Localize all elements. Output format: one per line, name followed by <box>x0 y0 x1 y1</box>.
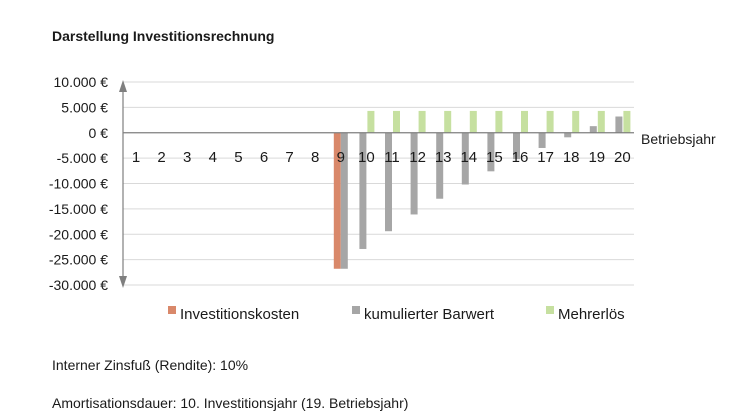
bar-mehrerloes <box>469 110 477 133</box>
bar-kumulierter-barwert <box>340 132 348 269</box>
bar-kumulierter-barwert <box>410 132 418 215</box>
bar-mehrerloes <box>572 110 580 133</box>
x-tick-label: 6 <box>260 149 268 166</box>
bar-mehrerloes <box>623 110 631 133</box>
bar-kumulierter-barwert <box>487 132 495 172</box>
legend-label: Investitionskosten <box>180 306 299 323</box>
legend-swatch <box>168 306 176 314</box>
bar-kumulierter-barwert <box>615 116 623 133</box>
bar-mehrerloes <box>521 110 528 133</box>
x-tick-label: 15 <box>486 149 503 166</box>
legend-layer: Investitionskosten kumulierter Barwert Meh… <box>168 306 625 323</box>
x-tick-label: 2 <box>157 149 165 166</box>
bar-investitionskosten <box>333 132 341 269</box>
x-tick-label: 14 <box>460 149 477 166</box>
bar-mehrerloes <box>418 110 426 133</box>
bar-kumulierter-barwert <box>461 132 469 185</box>
x-tick-label: 5 <box>234 149 242 166</box>
legend-kumulierter-barwert: kumulierter Barwert <box>352 306 495 323</box>
x-axis-title: Betriebsjahr <box>641 131 716 147</box>
x-tick-label: 1 <box>132 149 140 166</box>
bar-kumulierter-barwert <box>513 132 520 160</box>
irr-info: Interner Zinsfuß (Rendite): 10% <box>52 357 249 373</box>
y-tick-label: 0 € <box>89 125 109 141</box>
x-tick-label: 17 <box>537 149 554 166</box>
y-tick-label: -5.000 € <box>57 150 109 166</box>
legend-label: kumulierter Barwert <box>364 306 495 323</box>
bar-mehrerloes <box>546 110 554 133</box>
x-tick-label: 7 <box>285 149 293 166</box>
x-tick-label: 3 <box>183 149 191 166</box>
bar-kumulierter-barwert <box>359 132 367 249</box>
legend-label: Mehrerlös <box>558 306 625 323</box>
grid-layer <box>123 81 634 286</box>
bar-mehrerloes <box>367 110 375 133</box>
bar-mehrerloes <box>597 110 605 133</box>
bars-layer <box>333 110 631 269</box>
x-tick-label: 12 <box>409 149 426 166</box>
x-tick-label: 4 <box>209 149 217 166</box>
x-tick-label: 9 <box>337 149 345 166</box>
y-tick-label: 10.000 € <box>54 74 109 90</box>
investment-bar-chart: 10.000 € 5.000 € 0 € -5.000 € -10.000 € -15.0… <box>49 74 716 323</box>
legend-mehrerloes: Mehrerlös <box>546 306 625 323</box>
y-tick-label: -20.000 € <box>49 226 108 242</box>
x-tick-label: 19 <box>588 149 605 166</box>
x-tick-label: 8 <box>311 149 319 166</box>
payback-info: Amortisationsdauer: 10. Investitionsjahr… <box>52 395 409 411</box>
bar-kumulierter-barwert <box>564 132 572 138</box>
y-axis-arrow-up <box>119 80 127 92</box>
y-tick-label: -30.000 € <box>49 277 108 293</box>
bar-mehrerloes <box>444 110 452 133</box>
x-tick-label: 16 <box>512 149 529 166</box>
y-tick-label: 5.000 € <box>61 99 108 115</box>
bar-kumulierter-barwert <box>589 126 597 133</box>
y-tick-label: -15.000 € <box>49 201 108 217</box>
x-tick-label: 18 <box>563 149 580 166</box>
y-axis-arrow-down <box>119 276 127 288</box>
legend-swatch <box>546 306 554 314</box>
bar-mehrerloes <box>495 110 503 133</box>
chart-title: Darstellung Investitionsrechnung <box>52 28 275 44</box>
y-tick-label: -10.000 € <box>49 176 108 192</box>
y-tick-label: -25.000 € <box>49 252 108 268</box>
bar-kumulierter-barwert <box>436 132 444 199</box>
x-tick-label: 11 <box>384 149 400 166</box>
x-tick-label: 20 <box>614 149 631 166</box>
axis-layer: 10.000 € 5.000 € 0 € -5.000 € -10.000 € -15.0… <box>49 74 716 293</box>
x-tick-label: 10 <box>358 149 375 166</box>
x-tick-label: 13 <box>435 149 452 166</box>
bar-kumulierter-barwert <box>385 132 392 232</box>
legend-swatch <box>352 306 360 314</box>
bar-kumulierter-barwert <box>538 132 546 148</box>
bar-mehrerloes <box>393 110 400 133</box>
legend-investitionskosten: Investitionskosten <box>168 306 299 323</box>
